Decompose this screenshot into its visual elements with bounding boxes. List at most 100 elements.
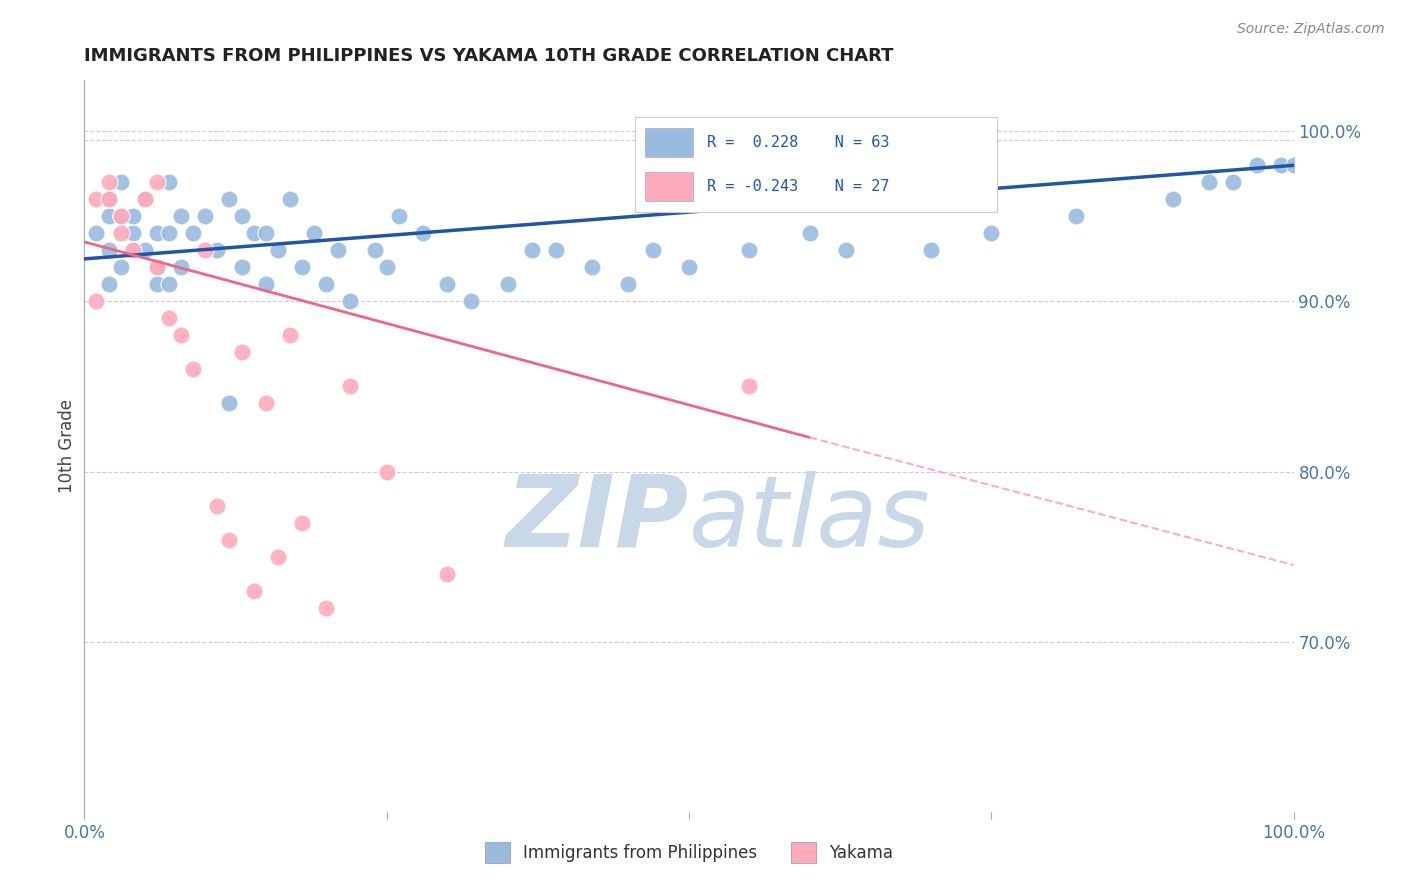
Point: [207, 499, 229, 513]
Text: atlas: atlas: [689, 471, 931, 567]
Text: R = -0.243    N = 27: R = -0.243 N = 27: [707, 178, 890, 194]
Point: [254, 227, 277, 241]
Point: [1246, 158, 1268, 172]
Point: [231, 260, 253, 275]
Point: [460, 294, 482, 309]
Point: [110, 210, 132, 224]
Point: [242, 227, 264, 241]
Point: [641, 244, 664, 258]
Point: [157, 277, 180, 292]
Point: [218, 396, 240, 410]
Point: [121, 227, 143, 241]
Point: [207, 244, 229, 258]
Point: [110, 227, 132, 241]
Point: [218, 533, 240, 547]
Text: Source: ZipAtlas.com: Source: ZipAtlas.com: [1237, 22, 1385, 37]
Point: [97, 175, 120, 189]
Point: [328, 244, 350, 258]
Point: [157, 227, 180, 241]
Point: [97, 277, 120, 292]
Point: [980, 227, 1002, 241]
Point: [231, 345, 253, 359]
Point: [678, 260, 700, 275]
Point: [86, 192, 108, 206]
Point: [291, 260, 314, 275]
Point: [315, 600, 337, 615]
Point: [121, 210, 143, 224]
Point: [375, 465, 398, 479]
Point: [121, 244, 143, 258]
Point: [194, 210, 217, 224]
Point: [134, 192, 156, 206]
Point: [146, 260, 169, 275]
Point: [254, 277, 277, 292]
Point: [146, 277, 169, 292]
Point: [1161, 192, 1184, 206]
Point: [496, 277, 519, 292]
Point: [1064, 210, 1087, 224]
Point: [134, 192, 156, 206]
Point: [267, 244, 290, 258]
Point: [194, 244, 217, 258]
Legend: Immigrants from Philippines, Yakama: Immigrants from Philippines, Yakama: [478, 836, 900, 869]
Point: [146, 260, 169, 275]
Point: [617, 277, 640, 292]
Point: [134, 244, 156, 258]
Bar: [645, 172, 693, 201]
Point: [110, 260, 132, 275]
Point: [1222, 175, 1244, 189]
Point: [267, 549, 290, 564]
Point: [121, 244, 143, 258]
Point: [1198, 175, 1220, 189]
Point: [218, 192, 240, 206]
Point: [86, 227, 108, 241]
Point: [170, 260, 193, 275]
Point: [181, 227, 204, 241]
Point: [181, 362, 204, 376]
Point: [278, 192, 301, 206]
Point: [436, 566, 458, 581]
Bar: [645, 128, 693, 157]
Y-axis label: 10th Grade: 10th Grade: [58, 399, 76, 493]
Point: [520, 244, 543, 258]
Point: [97, 192, 120, 206]
Point: [146, 175, 169, 189]
Point: [170, 210, 193, 224]
Point: [242, 583, 264, 598]
Point: [110, 175, 132, 189]
Point: [291, 516, 314, 530]
Point: [581, 260, 603, 275]
Point: [254, 396, 277, 410]
Text: R =  0.228    N = 63: R = 0.228 N = 63: [707, 135, 890, 150]
Text: IMMIGRANTS FROM PHILIPPINES VS YAKAMA 10TH GRADE CORRELATION CHART: IMMIGRANTS FROM PHILIPPINES VS YAKAMA 10…: [84, 47, 894, 65]
Point: [146, 227, 169, 241]
Point: [278, 328, 301, 343]
Point: [86, 294, 108, 309]
Point: [412, 227, 434, 241]
Point: [363, 244, 385, 258]
Point: [920, 244, 942, 258]
Point: [388, 210, 411, 224]
Point: [157, 175, 180, 189]
Point: [97, 192, 120, 206]
Point: [1270, 158, 1292, 172]
Point: [339, 379, 361, 393]
Point: [97, 244, 120, 258]
Point: [436, 277, 458, 292]
Point: [799, 227, 821, 241]
Point: [231, 210, 253, 224]
Point: [339, 294, 361, 309]
Point: [738, 244, 761, 258]
Point: [1282, 158, 1305, 172]
Point: [738, 379, 761, 393]
Point: [302, 227, 325, 241]
Point: [375, 260, 398, 275]
Point: [835, 244, 858, 258]
Point: [157, 311, 180, 326]
Point: [315, 277, 337, 292]
Point: [544, 244, 567, 258]
Point: [97, 210, 120, 224]
Point: [110, 210, 132, 224]
Point: [170, 328, 193, 343]
Text: ZIP: ZIP: [506, 471, 689, 567]
